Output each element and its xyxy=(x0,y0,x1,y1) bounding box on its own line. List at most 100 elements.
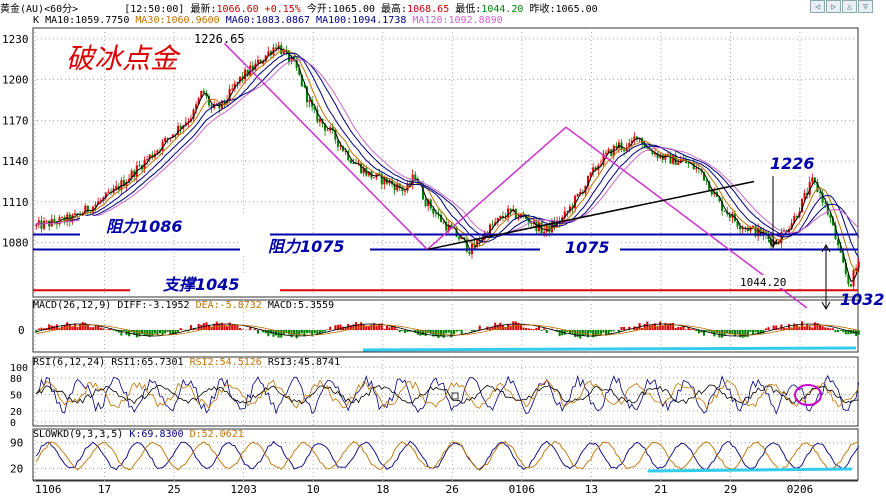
candle-body xyxy=(156,150,159,154)
candle-body xyxy=(421,184,425,200)
candle-body xyxy=(99,200,102,202)
scroll-left-button[interactable]: ◁ xyxy=(810,0,825,13)
candle-body xyxy=(605,152,608,154)
candle-body xyxy=(228,88,231,101)
candle-body xyxy=(349,160,352,164)
candle-body xyxy=(385,177,388,184)
candle-body xyxy=(638,137,641,140)
candle-body xyxy=(628,143,631,148)
candle-body xyxy=(380,173,383,185)
y-tick-label: 1110 xyxy=(2,196,29,209)
kd-line xyxy=(35,440,859,471)
candle-body xyxy=(849,284,853,287)
candle-body xyxy=(360,163,363,174)
candle-body xyxy=(233,83,236,89)
scroll-right-button[interactable]: ▷ xyxy=(826,0,841,13)
candle-body xyxy=(241,76,244,80)
candle-body xyxy=(803,192,806,199)
candle-body xyxy=(800,198,804,213)
candle-body xyxy=(855,268,858,271)
candle-body xyxy=(324,123,327,131)
trend-line xyxy=(223,42,428,250)
candle-body xyxy=(499,215,502,219)
candle-body xyxy=(530,222,533,224)
rsi-marker xyxy=(451,392,459,400)
candle-body xyxy=(326,130,329,131)
candle-body xyxy=(35,224,38,227)
y-tick-label: 100 xyxy=(10,363,28,374)
macd-dea: DEA:-5.8732 xyxy=(195,300,262,311)
candle-body xyxy=(177,125,180,135)
candle-body xyxy=(362,167,365,174)
candle-body xyxy=(138,165,141,167)
time-label: [12:50:00] xyxy=(124,4,185,15)
candle-body xyxy=(563,211,566,218)
candle-body xyxy=(432,208,435,214)
last-price: 1066.60 xyxy=(216,4,259,15)
candle-body xyxy=(334,129,337,140)
y-tick-label: 1200 xyxy=(2,74,29,87)
candle-body xyxy=(496,218,499,223)
candle-body xyxy=(509,208,512,212)
arrow-head xyxy=(821,243,831,253)
candle-body xyxy=(527,218,530,223)
candle-body xyxy=(416,179,419,185)
zoom-out-button[interactable]: ▽ xyxy=(858,0,873,13)
ma-line-ma60 xyxy=(35,52,860,258)
candle-body xyxy=(424,199,427,207)
rsi-highlight-circle xyxy=(794,384,822,406)
candle-body xyxy=(61,217,64,218)
label-bg xyxy=(766,153,818,173)
candle-body xyxy=(847,273,850,285)
x-tick-label: 1203 xyxy=(230,483,257,496)
candle-body xyxy=(504,217,507,219)
candle-body xyxy=(672,155,675,164)
candle-body xyxy=(396,183,399,191)
candle-body xyxy=(375,173,378,178)
trend-line xyxy=(427,180,755,251)
candle-body xyxy=(262,60,265,64)
ma-line-ma30 xyxy=(35,49,859,273)
zoom-in-button[interactable]: △ xyxy=(842,0,857,13)
open-label: 今开: xyxy=(306,4,333,15)
candle-body xyxy=(130,170,133,179)
candle-body xyxy=(831,217,834,226)
macd-diff-line xyxy=(36,323,859,337)
candle-body xyxy=(739,226,742,230)
peak-price-label: 1226.65 xyxy=(194,32,245,46)
y-tick-label: 0 xyxy=(18,324,25,337)
candle-body xyxy=(63,217,66,223)
title-annotation: 破冰点金 xyxy=(66,42,181,75)
candle-body xyxy=(677,162,680,165)
macd-dea-line xyxy=(36,324,859,336)
annotations: 破冰点金 1226.65 阻力1086 阻力1075 1075 支撑1045 1226 103… xyxy=(66,32,885,311)
candle-body xyxy=(718,197,721,201)
candle-body xyxy=(305,86,309,103)
candle-body xyxy=(736,221,739,227)
candle-body xyxy=(107,191,110,193)
ma-legend-k: K xyxy=(33,15,40,26)
ma-line-ma120 xyxy=(35,58,860,236)
candle-body xyxy=(635,136,639,140)
candle-body xyxy=(654,152,657,155)
candle-body xyxy=(824,202,827,204)
candle-body xyxy=(844,262,847,274)
open-price: 1065.00 xyxy=(332,4,376,15)
label-bg xyxy=(130,274,280,294)
candle-body xyxy=(806,192,809,195)
candle-body xyxy=(489,224,492,237)
rsi-line xyxy=(36,374,860,415)
candle-body xyxy=(104,192,107,198)
panel-frame xyxy=(32,356,859,427)
y-tick-label: 1080 xyxy=(2,237,29,250)
candle-body xyxy=(568,206,571,212)
candle-body xyxy=(442,221,445,223)
candle-body xyxy=(723,210,726,212)
candle-body xyxy=(623,149,626,152)
candle-body xyxy=(630,140,633,144)
candle-body xyxy=(298,68,301,75)
candle-body xyxy=(293,57,296,60)
candle-body xyxy=(264,55,267,61)
candle-body xyxy=(398,183,401,189)
kd-k-label: K:69.8300 xyxy=(129,429,184,440)
